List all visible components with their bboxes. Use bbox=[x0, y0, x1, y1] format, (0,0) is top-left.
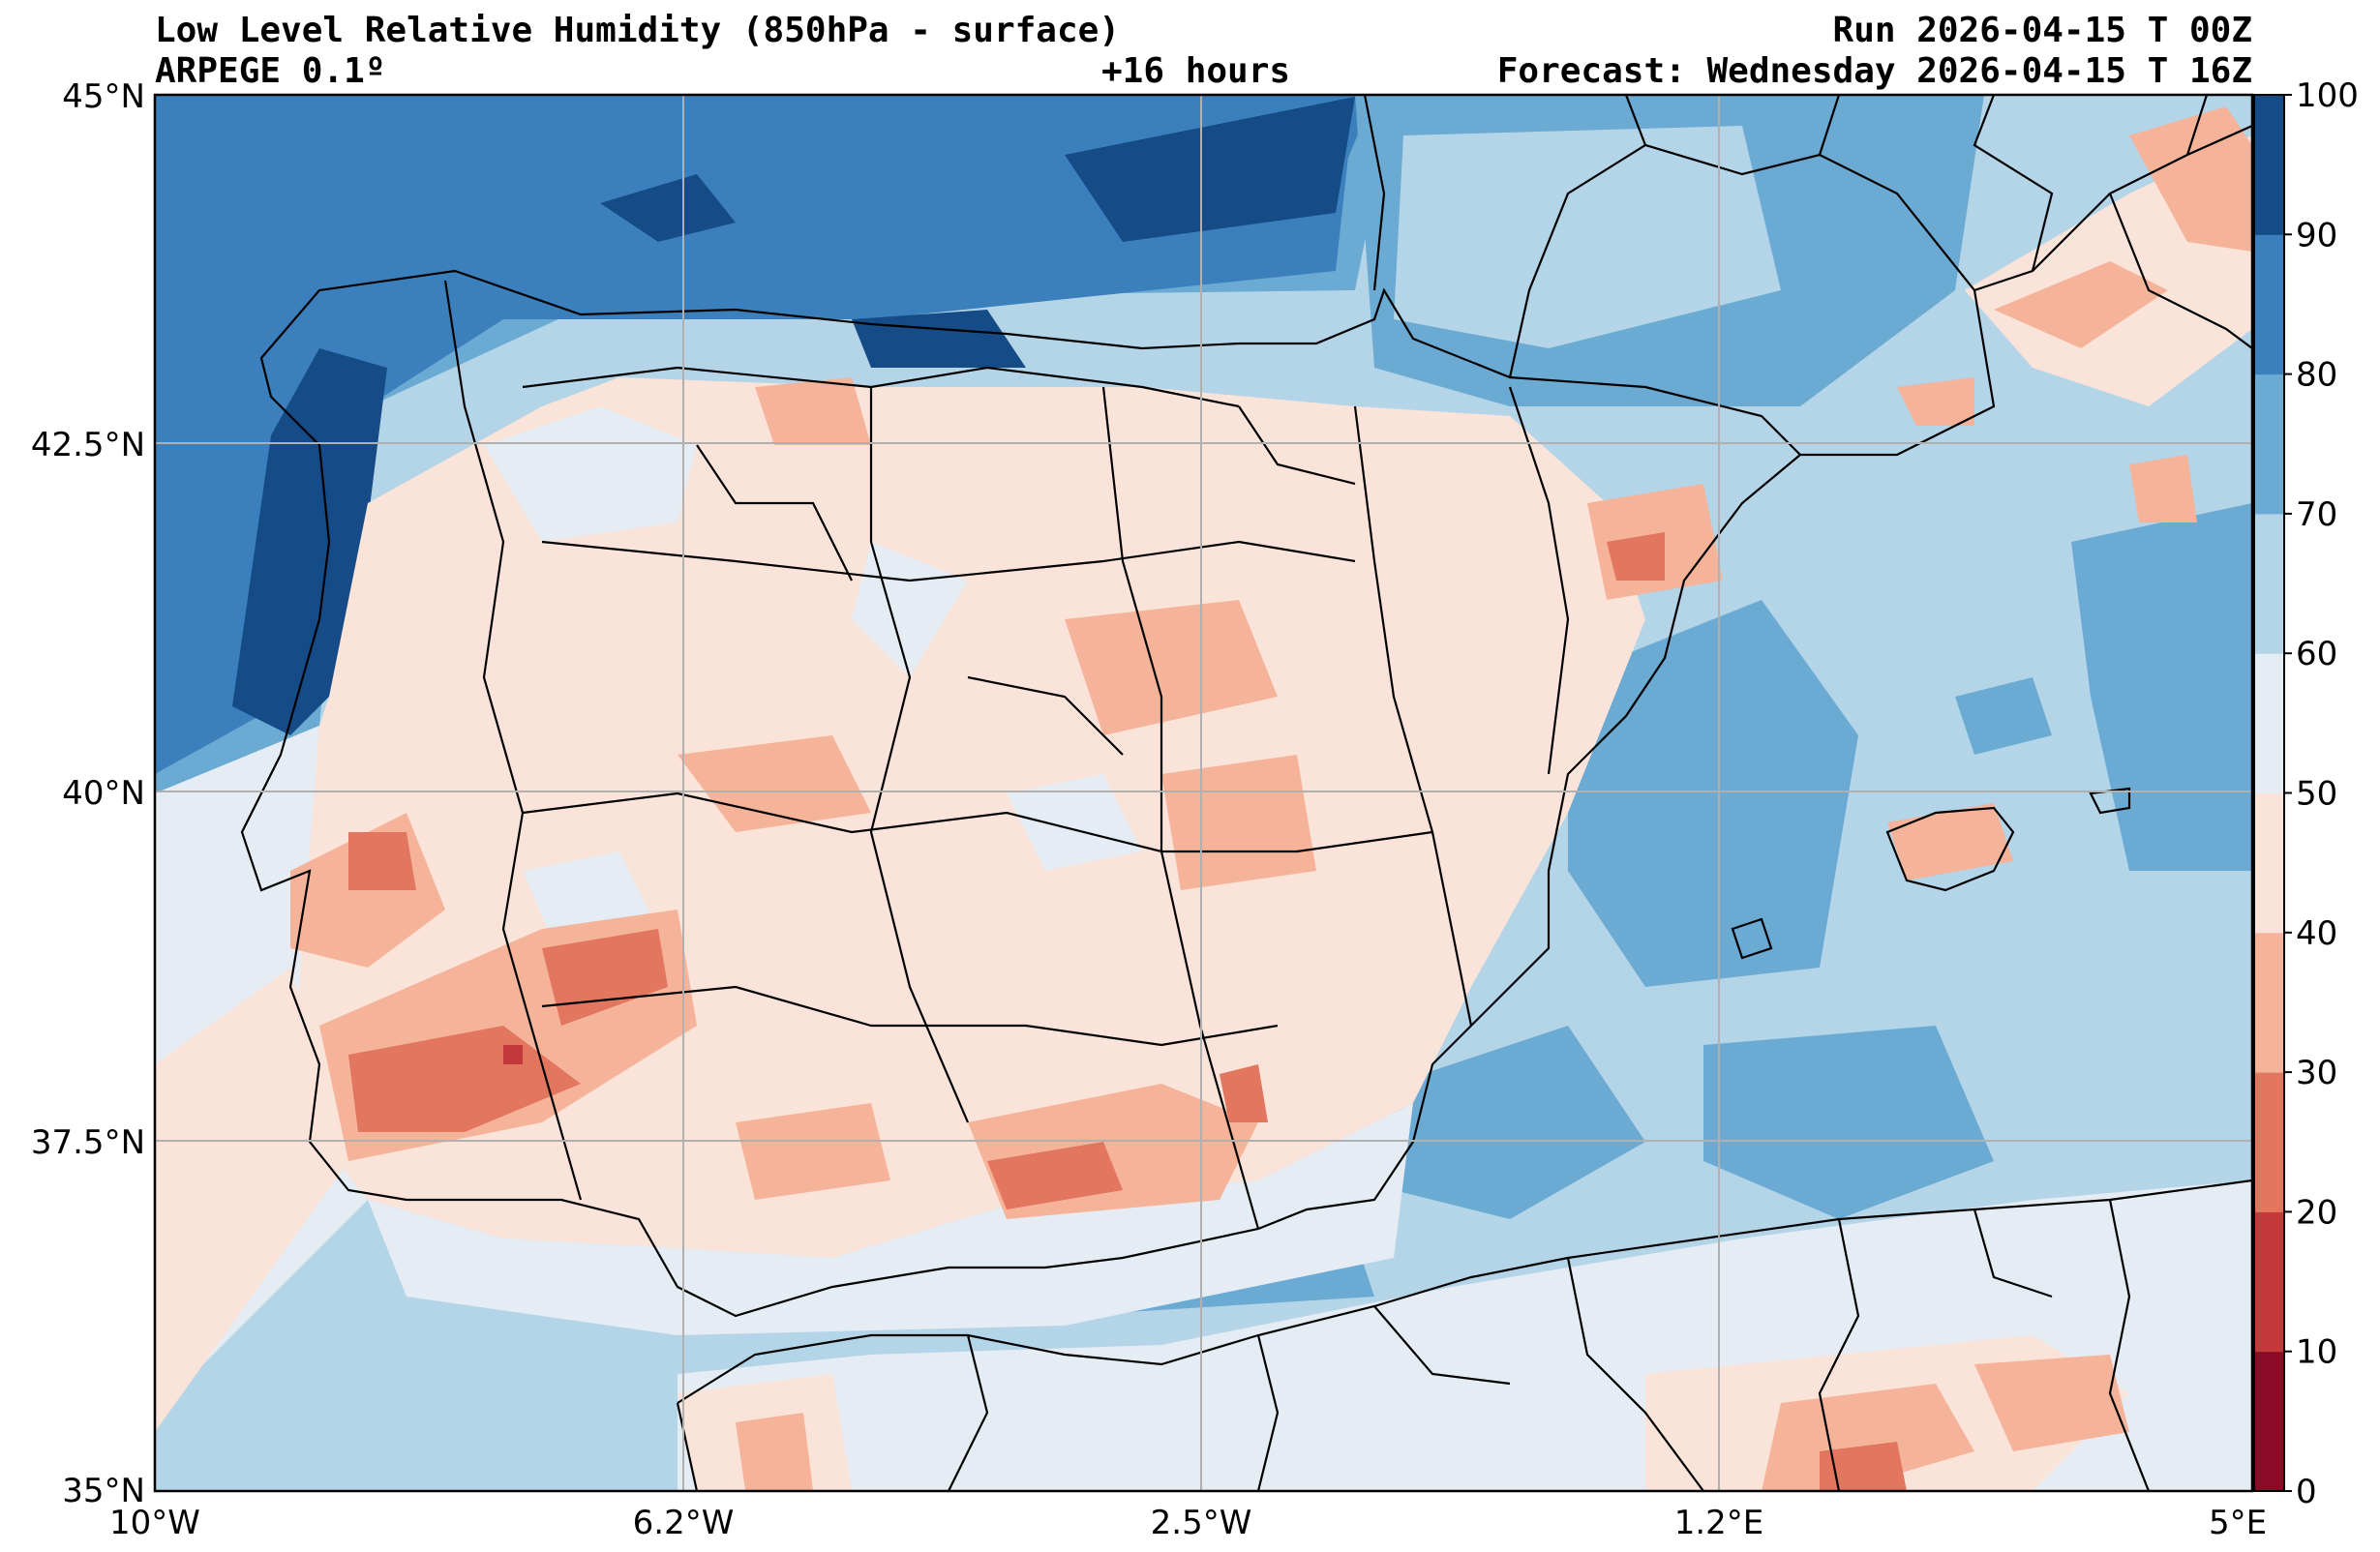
lon-tick: 1.2°E bbox=[1674, 1504, 1764, 1542]
lon-tick-labels: 10°W 6.2°W 2.5°W 1.2°E 5°E bbox=[109, 1504, 2267, 1542]
lon-tick: 6.2°W bbox=[633, 1504, 735, 1542]
colorbar-swatch bbox=[2254, 1211, 2284, 1353]
lon-tick: 2.5°W bbox=[1151, 1504, 1252, 1542]
lon-tick: 10°W bbox=[109, 1504, 200, 1542]
lead-time-label: +16 hours bbox=[1101, 51, 1291, 91]
map-frame bbox=[153, 93, 2254, 1493]
lon-tick: 5°E bbox=[2209, 1504, 2267, 1542]
lat-tick: 40°N bbox=[62, 774, 145, 813]
colorbar-swatch bbox=[2254, 95, 2284, 235]
colorbar-swatch bbox=[2254, 1072, 2284, 1212]
lat-tick-labels: 45°N 42.5°N 40°N 37.5°N 35°N bbox=[31, 77, 145, 1510]
colorbar-tick-label: 80 bbox=[2296, 356, 2337, 395]
colorbar-swatch bbox=[2254, 792, 2284, 934]
lat-tick: 35°N bbox=[62, 1472, 145, 1510]
colorbar-swatch bbox=[2254, 513, 2284, 654]
colorbar-swatch bbox=[2254, 1351, 2284, 1492]
colorbar-tick-label: 100 bbox=[2296, 76, 2359, 115]
chart-title: Low Level Relative Humidity (850hPa - su… bbox=[155, 11, 1120, 50]
forecast-label: Forecast: Wednesday 2026-04-15 T 16Z bbox=[1496, 51, 2252, 91]
run-label: Run 2026-04-15 T 00Z bbox=[1832, 11, 2252, 50]
colorbar: 0 10 20 30 40 50 60 70 80 90 100 bbox=[2253, 76, 2359, 1511]
colorbar-swatch bbox=[2254, 653, 2284, 793]
lat-tick: 37.5°N bbox=[31, 1123, 145, 1162]
colorbar-tick-label: 30 bbox=[2296, 1054, 2337, 1092]
lat-tick: 42.5°N bbox=[31, 426, 145, 464]
colorbar-swatch bbox=[2254, 373, 2284, 515]
colorbar-tick-label: 90 bbox=[2296, 216, 2337, 254]
colorbar-swatch bbox=[2254, 234, 2284, 375]
colorbar-swatch bbox=[2254, 932, 2284, 1073]
gridlines bbox=[155, 95, 2252, 1491]
colorbar-tick-label: 60 bbox=[2296, 635, 2337, 673]
colorbar-tick-label: 0 bbox=[2296, 1473, 2317, 1511]
lat-tick: 45°N bbox=[62, 77, 145, 116]
humidity-field bbox=[155, 95, 2252, 1491]
colorbar-tick-label: 70 bbox=[2296, 495, 2337, 534]
colorbar-tick-label: 10 bbox=[2296, 1333, 2337, 1372]
colorbar-tick-label: 50 bbox=[2296, 775, 2337, 814]
model-label: ARPEGE 0.1º bbox=[155, 51, 386, 91]
coastlines bbox=[240, 95, 2252, 1491]
colorbar-tick-label: 20 bbox=[2296, 1193, 2337, 1232]
colorbar-tick-label: 40 bbox=[2296, 914, 2337, 953]
